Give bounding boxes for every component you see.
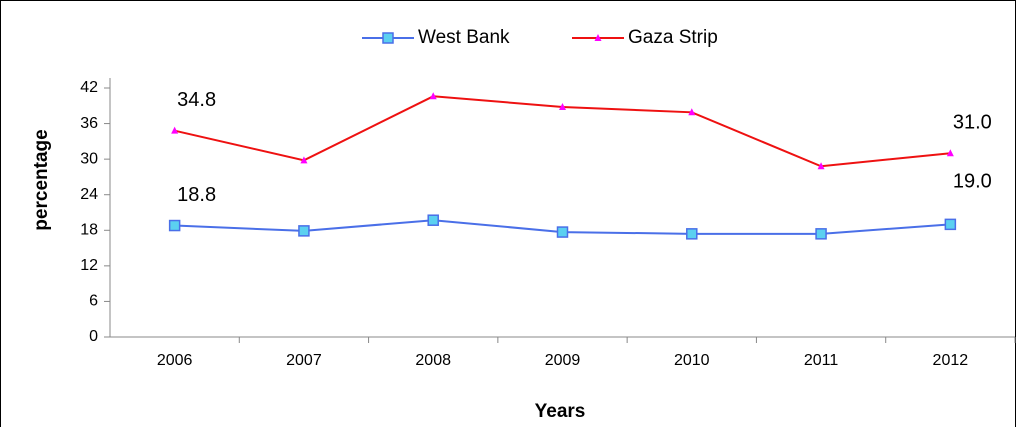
x-tick-label: 2012 <box>933 352 969 369</box>
x-axis-label: Years <box>535 401 586 422</box>
marker <box>427 214 439 226</box>
y-tick-label: 12 <box>80 257 98 274</box>
marker <box>688 108 696 116</box>
y-tick-label: 6 <box>89 293 98 310</box>
y-tick-label: 36 <box>80 115 98 132</box>
x-tick-label: 2010 <box>674 352 710 369</box>
legend-marker <box>382 32 394 44</box>
marker <box>815 228 827 240</box>
data-label: 19.0 <box>953 171 992 193</box>
y-tick-label: 24 <box>80 186 98 203</box>
marker <box>171 126 179 134</box>
marker <box>944 218 957 231</box>
x-tick-label: 2011 <box>804 352 839 369</box>
marker <box>686 228 698 240</box>
data-label: 31.0 <box>953 111 992 133</box>
marker <box>429 92 437 100</box>
y-tick-label: 30 <box>80 150 98 167</box>
marker <box>168 219 181 232</box>
y-tick-label: 0 <box>89 328 98 345</box>
x-tick-label: 2007 <box>286 352 322 369</box>
marker <box>817 162 825 170</box>
data-label: 18.8 <box>177 184 216 206</box>
marker <box>300 156 308 164</box>
legend-label: West Bank <box>418 27 510 48</box>
data-label: 34.8 <box>177 89 216 111</box>
marker <box>559 102 566 110</box>
x-tick-label: 2009 <box>545 352 581 369</box>
y-tick-label: 18 <box>80 222 98 239</box>
x-tick-label: 2008 <box>415 352 451 369</box>
marker <box>556 226 569 238</box>
y-tick-label: 42 <box>80 79 98 96</box>
marker <box>298 225 310 237</box>
legend-label: Gaza Strip <box>628 27 718 48</box>
y-axis-label: percentage <box>31 129 52 230</box>
x-tick-label: 2006 <box>157 352 193 369</box>
marker <box>946 149 954 157</box>
legend-marker <box>594 34 602 41</box>
